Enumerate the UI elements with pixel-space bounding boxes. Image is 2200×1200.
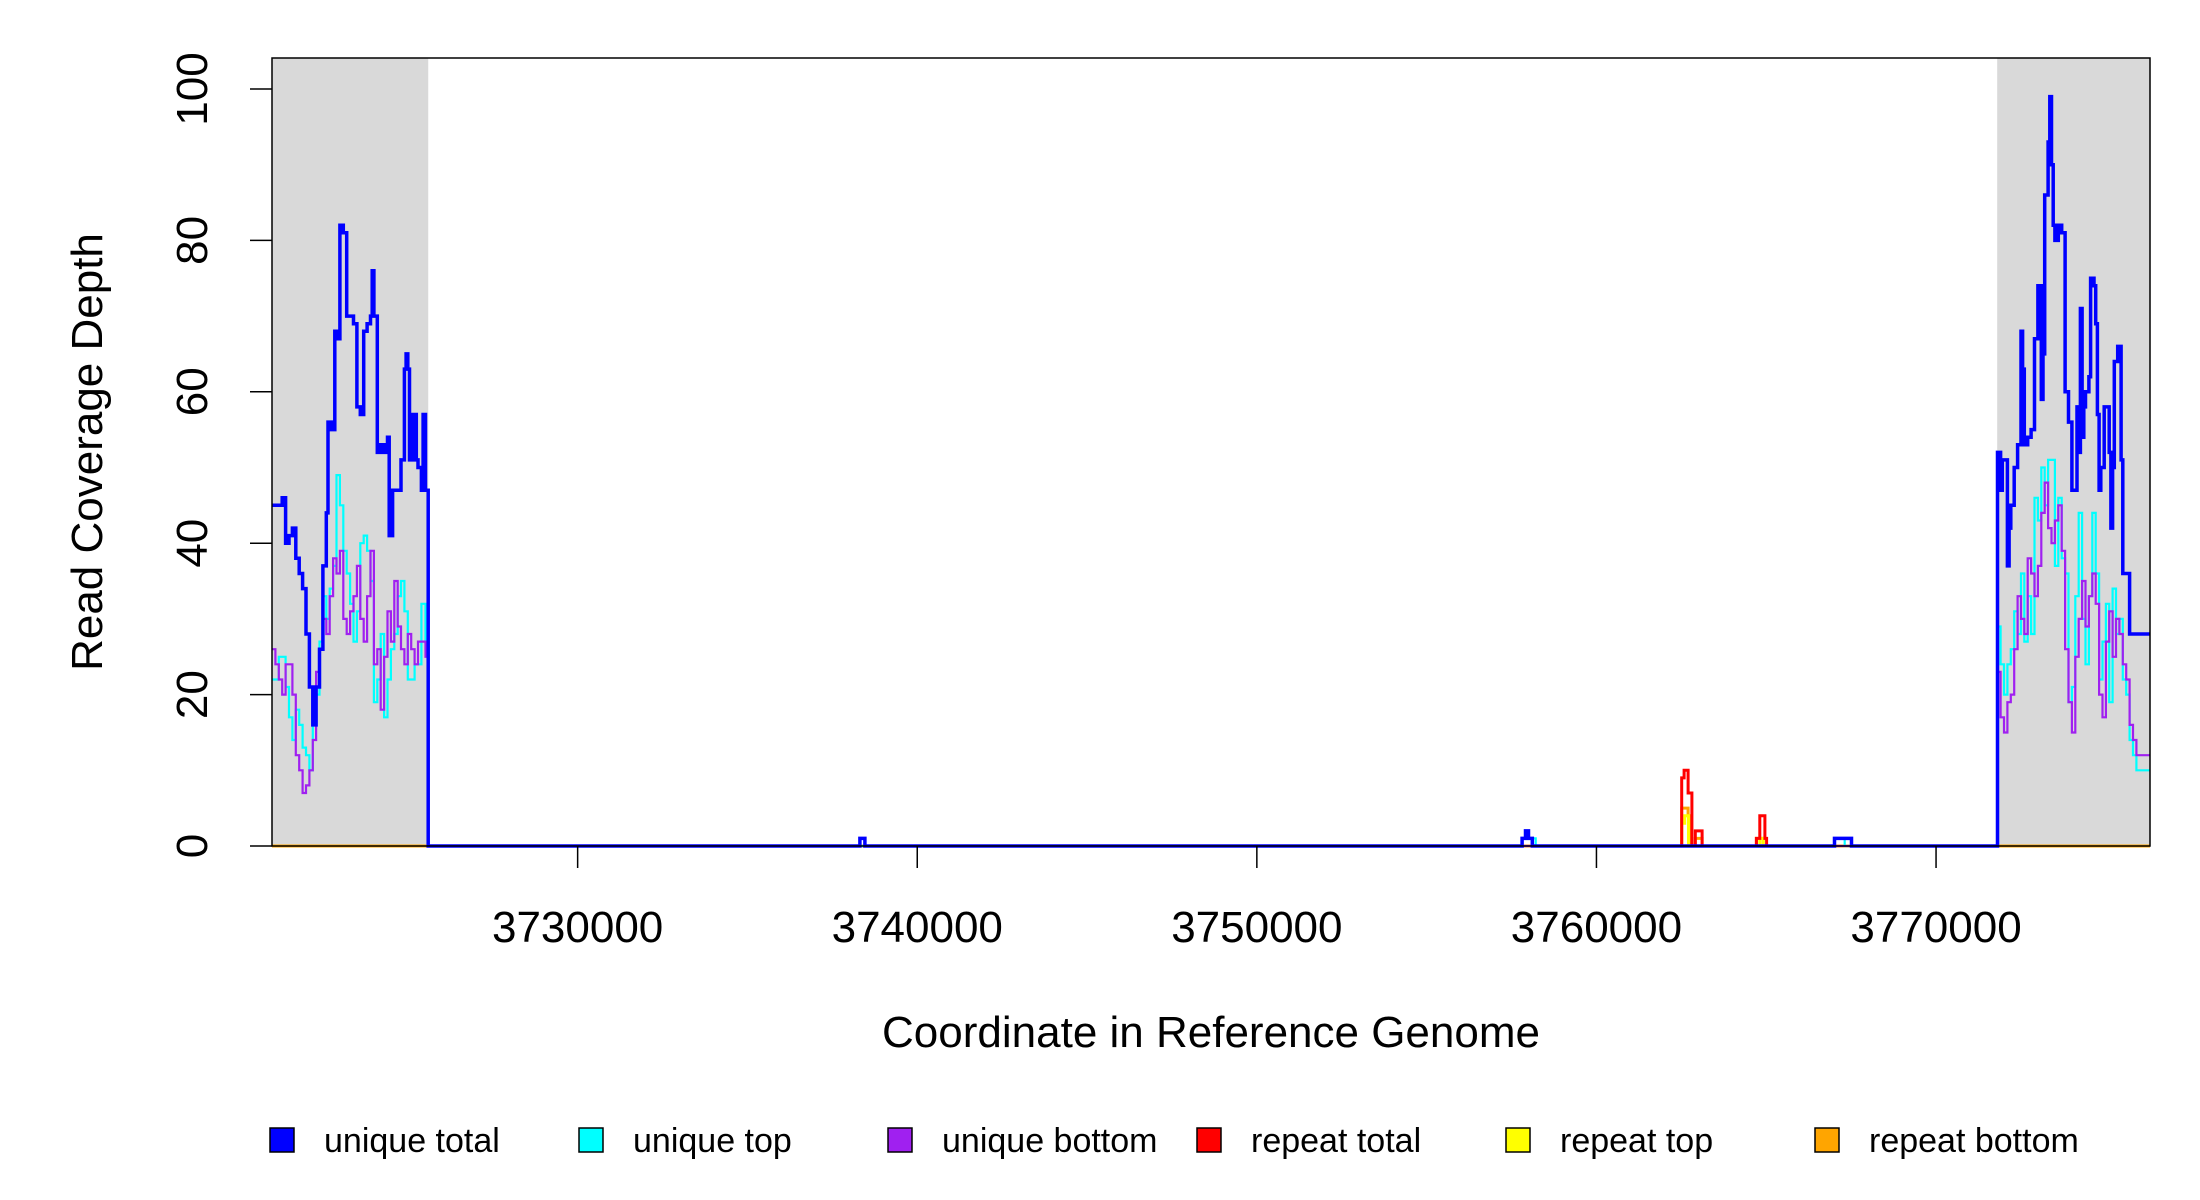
shaded-regions (272, 58, 2150, 846)
y-tick-label-40: 40 (168, 519, 217, 568)
x-tick-label-3760000: 3760000 (1511, 903, 1682, 952)
y-tick-label-60: 60 (168, 367, 217, 416)
legend: unique total unique top unique bottom repea… (269, 1122, 2079, 1160)
legend-label-repeat-top: repeat top (1560, 1122, 1713, 1160)
legend-swatch-repeat-bottom (1814, 1127, 1840, 1153)
shaded-region-1 (272, 58, 429, 846)
legend-label-unique-total: unique total (324, 1122, 500, 1160)
x-tick-label-3770000: 3770000 (1850, 903, 2021, 952)
y-tick-label-80: 80 (168, 216, 217, 265)
x-axis: 3730000 3740000 3750000 3760000 3770000 (492, 846, 2022, 952)
x-tick-label-3740000: 3740000 (832, 903, 1003, 952)
legend-swatch-unique-total (269, 1127, 295, 1153)
y-tick-label-100: 100 (168, 52, 217, 125)
x-tick-label-3750000: 3750000 (1171, 903, 1342, 952)
y-axis-label: Read Coverage Depth (63, 233, 112, 671)
series-line-repeat-total (1680, 768, 1769, 848)
legend-swatch-repeat-top (1505, 1127, 1531, 1153)
y-tick-label-0: 0 (168, 834, 217, 858)
y-axis: 0 20 40 60 80 100 (168, 52, 272, 858)
x-tick-label-3730000: 3730000 (492, 903, 663, 952)
legend-swatch-repeat-total (1196, 1127, 1222, 1153)
legend-label-unique-bottom: unique bottom (942, 1122, 1158, 1160)
legend-label-repeat-bottom: repeat bottom (1869, 1122, 2079, 1160)
x-axis-label: Coordinate in Reference Genome (882, 1008, 1540, 1057)
legend-label-repeat-total: repeat total (1251, 1122, 1421, 1160)
legend-swatch-unique-top (578, 1127, 604, 1153)
legend-label-unique-top: unique top (633, 1122, 792, 1160)
plot-frame (271, 57, 2151, 847)
legend-swatch-unique-bottom (887, 1127, 913, 1153)
series-line-unique-total (272, 94, 2150, 848)
y-tick-label-20: 20 (168, 670, 217, 719)
